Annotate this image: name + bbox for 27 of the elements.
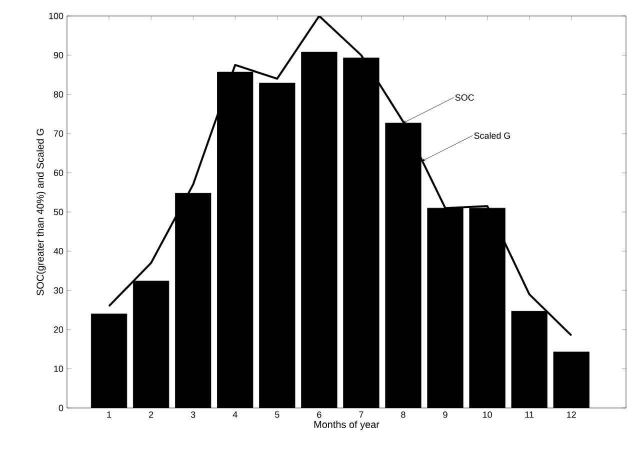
x-tick-label: 9 [443,412,448,418]
y-tick-label: 50 [54,208,64,216]
y-tick-label: 20 [54,326,64,333]
x-tick-label: 1 [107,412,112,418]
x-tick-label: 8 [401,412,406,418]
x-tick-label: 11 [525,412,534,418]
y-tick-label: 40 [54,248,64,254]
y-tick-label: 0 [58,404,64,412]
x-tick-label: 7 [359,412,364,418]
y-tick-label: 10 [54,366,64,372]
y-tick-label: 100 [49,12,64,20]
x-tick-label: 3 [190,412,196,418]
x-tick-label: 10 [483,412,492,418]
y-tick-label: 80 [54,91,64,98]
x-tick-label: 6 [317,412,322,418]
x-tick-label: 5 [275,412,280,418]
y-tick-label: 60 [54,170,64,176]
y-tick-label: 90 [54,52,64,58]
annotation: SOC [455,94,474,101]
x-tick-label: 2 [149,412,154,418]
x-tick-label: 4 [232,412,238,418]
y-tick-label: 30 [54,287,64,294]
x-axis-title: Months of year [314,420,380,430]
x-tick-label: 12 [567,412,576,418]
y-axis-title: SOC(greater than 40%) and Scaled G [36,128,46,296]
y-tick-label: 70 [54,130,64,137]
annotation: Scaled G [474,132,510,139]
